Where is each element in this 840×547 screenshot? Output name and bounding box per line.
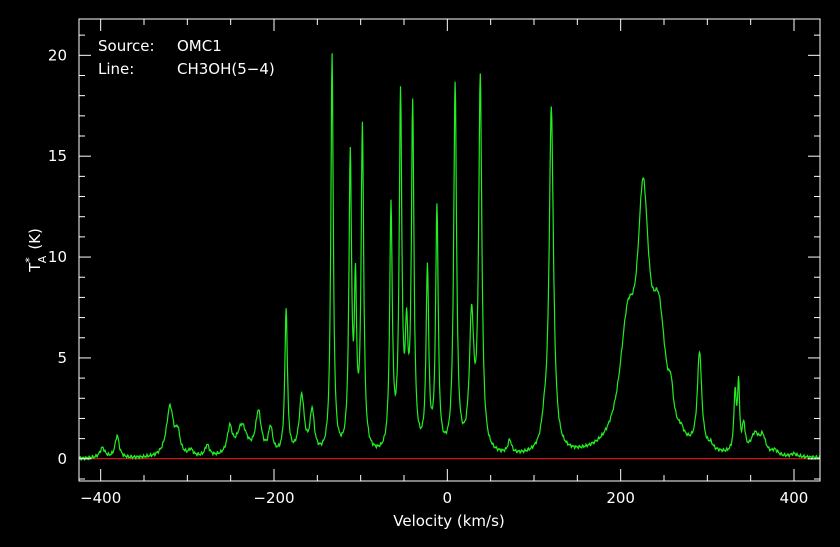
y-axis-label-sup: * [23,257,36,263]
annotation-line-value: CH3OH(5−4) [177,60,275,78]
annotation-source-label: Source: [98,37,155,55]
annotation-source-value: OMC1 [177,37,222,55]
x-tick-label: −200 [253,489,294,507]
x-axis-label: Velocity (km/s) [393,512,504,530]
annotation-line-label: Line: [98,60,134,78]
y-axis-label-unit: (K) [26,228,44,250]
y-axis-label-sub: A [36,255,49,263]
plot-frame [78,18,821,482]
y-tick-label: 10 [48,248,67,266]
y-tick-label: 5 [57,349,67,367]
y-axis-label-main: T [26,262,44,273]
x-tick-label: 200 [606,489,635,507]
y-axis-label: T*A (K) [23,228,49,273]
x-tick-label: 400 [780,489,809,507]
x-tick-label: −400 [80,489,121,507]
y-tick-label: 20 [48,46,67,64]
svg-text:T*A(K): T*A (K) [23,228,49,273]
ticks-layer [79,19,820,481]
y-tick-label: 15 [48,147,67,165]
y-tick-label: 0 [57,450,67,468]
labels-layer: −400 −200 0 200 400 0 5 10 15 20 [48,46,808,507]
series-layer [78,53,821,462]
spectrum-series-line [78,53,821,462]
x-tick-label: 0 [443,489,453,507]
